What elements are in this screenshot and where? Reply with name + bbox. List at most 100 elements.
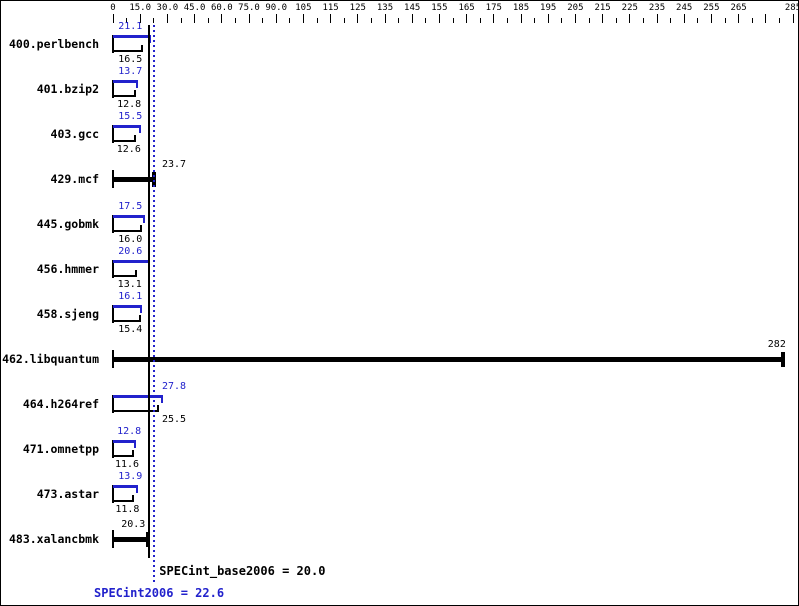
axis-tick-major <box>112 14 114 23</box>
benchmark-name: 401.bzip2 <box>36 82 99 96</box>
axis-tick-minor <box>778 18 780 23</box>
base-bar <box>113 50 143 52</box>
axis-tick-label: 165 <box>458 3 475 13</box>
axis-tick-label: 225 <box>621 3 638 13</box>
peak-bar-endcap <box>135 80 138 88</box>
row-axis-tick <box>112 260 114 278</box>
axis-tick-minor <box>588 18 590 23</box>
base-bar-endcap <box>134 270 137 277</box>
base-value-label: 16.0 <box>118 234 143 245</box>
benchmark-name: 471.omnetpp <box>22 442 99 456</box>
base-value-label: 13.1 <box>117 279 142 290</box>
base-value-label: 11.6 <box>114 459 140 470</box>
axis-tick-major <box>357 14 359 23</box>
peak-value-label: 17.5 <box>118 201 143 212</box>
base-bar-endcap <box>133 135 136 142</box>
base-value-label: 11.8 <box>115 504 140 515</box>
peak-bar <box>113 485 139 488</box>
benchmark-name: 400.perlbench <box>8 37 99 51</box>
base-bar <box>113 500 135 502</box>
peak-bar <box>113 260 151 263</box>
axis-tick-major <box>384 14 386 23</box>
axis-tick-label: 145 <box>404 3 421 13</box>
peak-value-label: 21.1 <box>118 21 143 32</box>
base-value-label: 12.6 <box>116 144 141 155</box>
peak-bar-endcap <box>139 125 142 133</box>
base-bar-endcap <box>132 495 135 502</box>
axis-tick-minor <box>425 18 427 23</box>
axis-tick-label: 195 <box>540 3 557 13</box>
peak-bar <box>113 305 143 308</box>
base-bar <box>113 410 160 412</box>
peak-bar-endcap <box>134 440 137 448</box>
single-bar-endcap <box>145 532 150 547</box>
axis-tick-major <box>574 14 576 23</box>
axis-tick-major <box>275 14 277 23</box>
axis-tick-label: 285 <box>784 3 798 13</box>
row-axis-tick <box>112 215 114 233</box>
single-bar <box>113 357 785 362</box>
benchmark-name: 462.libquantum <box>2 352 99 366</box>
base-bar <box>113 320 141 322</box>
base-value-label: 15.4 <box>118 324 143 335</box>
axis-tick-label: 205 <box>567 3 584 13</box>
peak-bar <box>113 440 137 443</box>
axis-tick-label: 155 <box>431 3 448 13</box>
axis-tick-major <box>411 14 413 23</box>
base-bar <box>113 230 142 232</box>
benchmark-name: 483.xalancbmk <box>8 532 99 546</box>
base-bar <box>113 455 135 457</box>
base-bar-endcap <box>138 315 141 322</box>
single-bar-endcap <box>780 352 785 367</box>
axis-tick-major <box>166 14 168 23</box>
axis-tick-major <box>248 14 250 23</box>
axis-tick-label: 105 <box>295 3 312 13</box>
axis-tick-minor <box>724 18 726 23</box>
axis-tick-major <box>139 14 141 23</box>
axis-tick-major <box>547 14 549 23</box>
single-bar <box>113 537 150 542</box>
axis-tick-label: 255 <box>703 3 720 13</box>
axis-tick-minor <box>615 18 617 23</box>
axis-tick-label: 175 <box>485 3 502 13</box>
axis-tick-label: 0 <box>110 3 116 13</box>
axis-tick-minor <box>126 18 128 23</box>
base-bar-endcap <box>132 450 135 457</box>
axis-tick-label: 15.0 <box>129 3 152 13</box>
base-value-label: 12.8 <box>117 99 142 110</box>
single-bar <box>113 177 156 182</box>
axis-tick-major <box>656 14 658 23</box>
axis-tick-minor <box>561 18 563 23</box>
peak-value-label: 27.8 <box>161 381 187 392</box>
axis-tick-major <box>466 14 468 23</box>
axis-tick-minor <box>642 18 644 23</box>
axis-tick-minor <box>343 18 345 23</box>
single-value-label: 23.7 <box>161 159 187 170</box>
axis-tick-minor <box>670 18 672 23</box>
axis-tick-label: 125 <box>349 3 366 13</box>
axis-tick-major <box>302 14 304 23</box>
axis-tick-minor <box>479 18 481 23</box>
base-bar <box>113 140 136 142</box>
base-value-label: 25.5 <box>161 414 187 425</box>
axis-tick-label: 245 <box>676 3 693 13</box>
benchmark-name: 445.gobmk <box>36 217 99 231</box>
axis-tick-minor <box>751 18 753 23</box>
axis-tick-minor <box>697 18 699 23</box>
axis-tick-major <box>330 14 332 23</box>
peak-value-label: 13.9 <box>118 471 143 482</box>
base-bar-endcap <box>157 405 160 412</box>
peak-value-label: 13.7 <box>118 66 143 77</box>
axis-tick-label: 30.0 <box>156 3 179 13</box>
axis-tick-minor <box>398 18 400 23</box>
axis-tick-major <box>629 14 631 23</box>
axis-tick-minor <box>452 18 454 23</box>
peak-value-label: 12.8 <box>117 426 142 437</box>
peak-bar <box>113 80 138 83</box>
axis-tick-major <box>221 14 223 23</box>
benchmark-name: 464.h264ref <box>22 397 99 411</box>
base-bar-endcap <box>140 225 142 232</box>
axis-tick-minor <box>316 18 318 23</box>
axis-tick-major <box>738 14 740 23</box>
